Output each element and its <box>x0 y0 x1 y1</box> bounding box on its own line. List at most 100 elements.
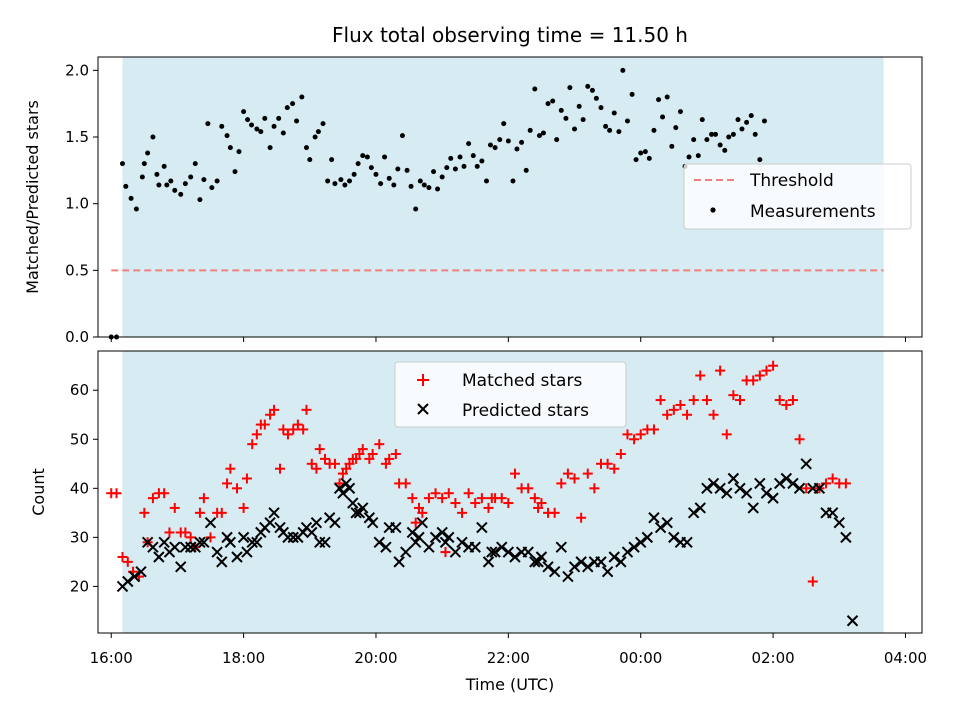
x-tick-label: 16:00 <box>90 649 133 667</box>
matched-star-point <box>629 434 640 445</box>
matched-star-point <box>708 409 719 420</box>
matched-star-point <box>437 493 448 504</box>
measurement-point <box>448 155 454 161</box>
measurement-point <box>245 117 251 123</box>
predicted-star-point <box>635 536 647 548</box>
measurement-point <box>164 182 170 188</box>
measurement-point <box>686 154 692 160</box>
predicted-star-point <box>423 541 435 553</box>
measurement-point <box>704 137 710 143</box>
measurement-point <box>673 125 679 131</box>
matched-star-point <box>734 395 745 406</box>
measurement-point <box>373 171 379 177</box>
measurement-point <box>417 178 423 184</box>
matched-star-point <box>269 404 280 415</box>
legend-threshold-label: Threshold <box>749 171 834 191</box>
predicted-star-point <box>400 546 412 558</box>
measurement-point <box>646 155 652 161</box>
measurement-point <box>554 137 560 143</box>
top-ytick-label: 1.0 <box>65 195 89 213</box>
measurement-point <box>224 133 230 139</box>
measurement-point <box>677 109 683 115</box>
legend-measurements-swatch <box>710 207 716 213</box>
matched-star-point <box>801 483 812 494</box>
matched-star-point <box>589 483 600 494</box>
measurement-point <box>227 145 233 151</box>
measurement-point <box>550 98 556 104</box>
measurement-point <box>713 131 719 137</box>
matched-star-point <box>682 409 693 420</box>
measurement-point <box>378 181 384 187</box>
measurement-point <box>431 169 437 175</box>
matched-star-point <box>292 419 303 430</box>
matched-star-point <box>222 478 233 489</box>
matched-star-point <box>695 370 706 381</box>
x-tick-label: 18:00 <box>222 649 265 667</box>
measurement-point <box>593 95 599 101</box>
top-plot-frame <box>97 56 923 338</box>
matched-star-point <box>529 493 540 504</box>
measurement-point <box>214 178 220 184</box>
measurement-point <box>299 94 305 100</box>
predicted-star-point <box>211 546 223 558</box>
matched-star-point <box>562 468 573 479</box>
predicted-star-point <box>241 546 253 558</box>
matched-star-point <box>463 488 474 499</box>
measurement-point <box>735 117 741 123</box>
measurement-point <box>197 197 203 203</box>
predicted-star-point <box>319 536 331 548</box>
measurement-point <box>284 105 290 111</box>
measurement-point <box>470 153 476 159</box>
measurement-point <box>236 149 242 155</box>
measurement-point <box>391 182 397 188</box>
bottom-ylabel: Count <box>29 468 48 516</box>
predicted-star-point <box>532 556 544 568</box>
measurement-point <box>172 187 178 193</box>
matched-star-point <box>334 478 345 489</box>
matched-star-point <box>523 483 534 494</box>
measurement-point <box>607 127 613 133</box>
measurement-point <box>188 174 194 180</box>
matched-star-point <box>576 512 587 523</box>
predicted-star-point <box>439 536 452 548</box>
matched-star-point <box>259 419 270 430</box>
predicted-star-point <box>548 565 561 578</box>
predicted-star-point <box>496 541 508 553</box>
matched-star-point <box>238 502 249 513</box>
predicted-star-point <box>251 536 263 548</box>
top-panel: 0.00.51.01.52.0 Matched/Predicted stars … <box>23 56 923 346</box>
measurement-point <box>664 94 670 100</box>
matched-star-point <box>311 463 322 474</box>
measurement-point <box>395 166 401 172</box>
matched-star-point <box>615 448 626 459</box>
bottom-ytick-label: 30 <box>70 528 89 546</box>
measurement-point <box>426 185 432 191</box>
measurement-point <box>669 143 675 149</box>
predicted-star-point <box>353 507 366 519</box>
predicted-star-point <box>608 551 620 563</box>
predicted-star-point <box>231 551 243 563</box>
predicted-star-point <box>297 526 309 539</box>
measurement-point <box>325 178 331 184</box>
predicted-star-point <box>366 516 379 529</box>
measurement-point <box>585 83 591 89</box>
bottom-ytick-label: 50 <box>70 430 89 448</box>
measurement-point <box>232 169 238 175</box>
matched-star-point <box>180 527 191 538</box>
predicted-star-point <box>274 521 286 534</box>
measurement-point <box>510 178 516 184</box>
measurement-point <box>484 178 490 184</box>
matched-star-point <box>329 458 340 469</box>
measurement-point <box>249 122 255 128</box>
measurement-point <box>386 175 392 181</box>
measurement-point <box>368 165 374 171</box>
measurement-point <box>241 109 247 115</box>
matched-star-point <box>320 453 331 464</box>
matched-star-point <box>675 399 686 410</box>
measurement-point <box>168 178 174 184</box>
bottom-ytick-label: 60 <box>70 381 89 399</box>
predicted-star-point <box>306 526 318 539</box>
predicted-star-point <box>575 556 587 568</box>
bottom-legend: Matched stars Predicted stars <box>394 361 627 428</box>
matched-star-point <box>306 458 317 469</box>
